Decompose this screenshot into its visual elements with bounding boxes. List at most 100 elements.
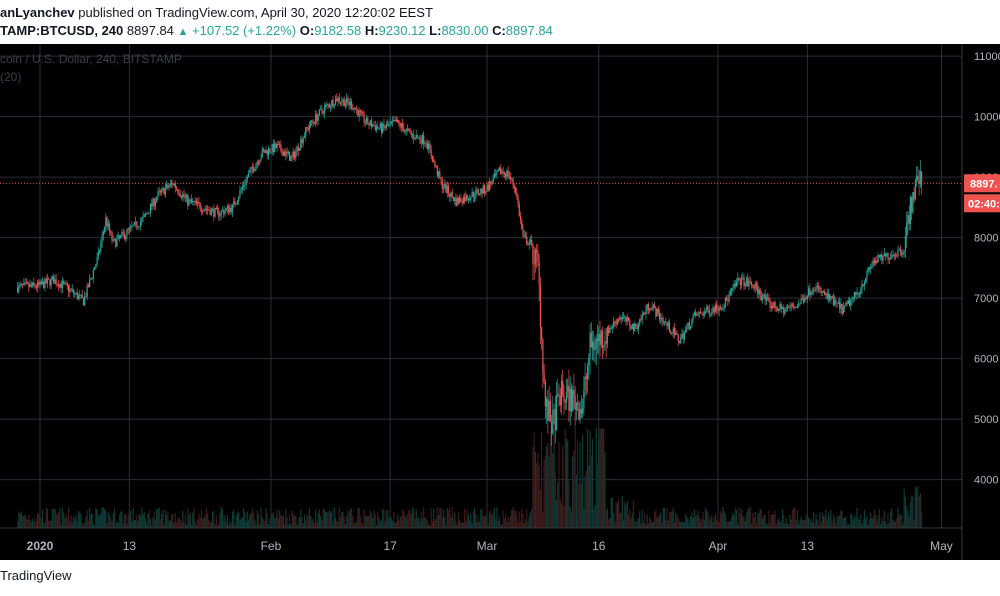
author-name[interactable]: anLyanchev: [0, 5, 75, 20]
volume-bar: [707, 512, 709, 528]
volume-bar: [686, 517, 688, 528]
candle-body: [298, 148, 301, 151]
candlestick-chart[interactable]: 4000500060007000800090001000011000202013…: [0, 44, 1000, 560]
candle-body: [80, 294, 82, 296]
candle-body: [507, 170, 509, 177]
volume-bar: [290, 524, 292, 528]
volume-bar: [363, 509, 365, 528]
volume-bar: [285, 509, 287, 528]
candle-body: [286, 151, 288, 154]
volume-bar: [447, 510, 450, 528]
candle-body: [290, 156, 292, 161]
candle-body: [419, 136, 421, 141]
low-value: 8830.00: [441, 23, 489, 38]
candle-body: [747, 278, 749, 287]
candle-body: [614, 321, 616, 323]
volume-bar: [36, 513, 39, 528]
volume-bar: [844, 517, 846, 528]
volume-bar: [767, 524, 769, 528]
volume-bar: [665, 519, 667, 528]
volume-bar: [346, 515, 348, 528]
candle-body: [354, 107, 356, 110]
volume-bar: [800, 516, 802, 528]
candle-body: [214, 207, 216, 217]
candle-body: [127, 229, 129, 231]
candle-body: [533, 263, 535, 265]
candle-body: [107, 223, 109, 227]
candle-body: [629, 320, 631, 327]
volume-bar: [630, 518, 632, 528]
volume-bar: [142, 514, 144, 528]
volume-bar: [54, 508, 56, 528]
candle-body: [733, 283, 735, 289]
volume-bar: [655, 509, 657, 528]
volume-bar: [277, 518, 279, 528]
volume-bar: [22, 516, 24, 528]
candle-body: [620, 317, 622, 320]
candle-body: [549, 400, 551, 423]
candle-body: [380, 123, 383, 133]
candle-body: [776, 309, 779, 311]
volume-bar: [716, 519, 718, 528]
symbol-label[interactable]: TAMP:BTCUSD, 240: [0, 23, 124, 38]
candle-body: [110, 231, 112, 233]
volume-bar: [505, 513, 507, 528]
candle-body: [883, 253, 885, 257]
volume-bar: [625, 504, 627, 528]
candle-body: [594, 348, 596, 350]
volume-bar: [667, 520, 669, 528]
candle-body: [22, 283, 24, 285]
volume-bar: [816, 519, 818, 528]
volume-bar: [583, 508, 585, 528]
volume-bar: [821, 512, 823, 528]
candle-body: [173, 183, 175, 185]
candle-body: [546, 399, 548, 407]
volume-bar: [812, 511, 815, 528]
volume-bar: [356, 521, 358, 528]
volume-bar: [461, 521, 463, 528]
volume-bar: [794, 507, 796, 528]
volume-bar: [29, 520, 31, 528]
volume-bar: [120, 512, 122, 528]
candle-body: [455, 197, 457, 206]
candle-body: [202, 211, 204, 213]
candle-body: [603, 345, 605, 348]
chart-area[interactable]: 4000500060007000800090001000011000202013…: [0, 44, 1000, 560]
volume-bar: [616, 503, 618, 528]
candle-body: [311, 120, 313, 123]
candle-body: [180, 196, 183, 198]
volume-bar: [577, 441, 579, 528]
volume-bar: [382, 509, 384, 528]
volume-bar: [904, 496, 907, 528]
candle-body: [590, 332, 592, 348]
volume-bar: [303, 514, 306, 528]
candle-body: [827, 293, 830, 299]
candle-body: [793, 305, 795, 307]
candle-body: [356, 109, 358, 111]
volume-bar: [149, 519, 152, 528]
volume-bar: [74, 518, 76, 528]
volume-bar: [850, 513, 852, 528]
high-value: 9230.12: [378, 23, 426, 38]
volume-bar: [339, 517, 342, 528]
candle-body: [329, 106, 332, 108]
volume-bar: [624, 502, 626, 528]
candle-body: [328, 104, 330, 108]
footer-brand[interactable]: TradingView: [0, 568, 72, 583]
last-price-label: 8897.: [970, 178, 998, 190]
candle-body: [90, 278, 92, 280]
volume-bar: [518, 511, 520, 528]
candle-body: [94, 267, 96, 271]
candle-body: [66, 283, 68, 286]
volume-bar: [647, 523, 650, 528]
volume-bar: [110, 517, 112, 528]
volume-bar: [755, 523, 758, 528]
candle-body: [270, 152, 272, 154]
volume-bar: [887, 512, 889, 528]
candle-body: [326, 104, 328, 106]
candle-body: [744, 283, 746, 287]
candle-body: [709, 313, 712, 315]
candle-body: [236, 200, 239, 204]
volume-bar: [293, 515, 296, 528]
volume-bar: [743, 516, 745, 528]
